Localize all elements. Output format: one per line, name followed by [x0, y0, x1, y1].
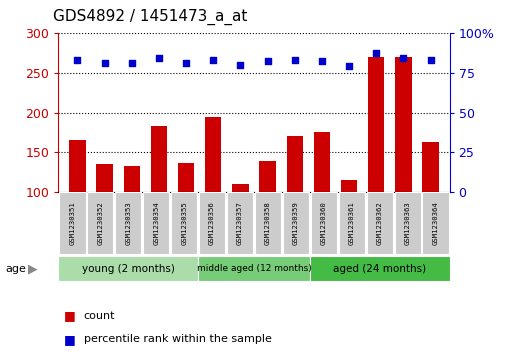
- Text: count: count: [84, 311, 115, 321]
- Text: GSM1230351: GSM1230351: [70, 201, 75, 245]
- Text: ▶: ▶: [28, 262, 38, 275]
- Bar: [232, 184, 248, 192]
- Text: GSM1230364: GSM1230364: [433, 201, 438, 245]
- Bar: [314, 132, 330, 192]
- Text: GDS4892 / 1451473_a_at: GDS4892 / 1451473_a_at: [53, 9, 248, 25]
- Bar: [423, 142, 439, 192]
- Text: young (2 months): young (2 months): [82, 264, 175, 274]
- Bar: [227, 192, 253, 254]
- Bar: [283, 192, 309, 254]
- Text: GSM1230358: GSM1230358: [265, 201, 271, 245]
- Bar: [287, 136, 303, 192]
- Text: GSM1230357: GSM1230357: [237, 201, 243, 245]
- Text: GSM1230361: GSM1230361: [349, 201, 355, 245]
- Point: [291, 57, 299, 63]
- Point: [128, 60, 136, 66]
- Bar: [123, 166, 140, 192]
- Bar: [97, 164, 113, 192]
- Text: GSM1230362: GSM1230362: [377, 201, 383, 245]
- Text: GSM1230354: GSM1230354: [153, 201, 159, 245]
- Point: [182, 60, 190, 66]
- Point: [372, 50, 380, 56]
- Text: GSM1230356: GSM1230356: [209, 201, 215, 245]
- Bar: [310, 256, 450, 281]
- Point: [155, 55, 163, 61]
- Bar: [368, 57, 385, 192]
- Text: GSM1230363: GSM1230363: [405, 201, 410, 245]
- Bar: [171, 192, 197, 254]
- Bar: [395, 192, 421, 254]
- Bar: [178, 163, 194, 192]
- Bar: [198, 256, 310, 281]
- Text: middle aged (12 months): middle aged (12 months): [197, 264, 311, 273]
- Bar: [260, 161, 276, 192]
- Bar: [199, 192, 225, 254]
- Text: ■: ■: [64, 333, 75, 346]
- Point: [101, 60, 109, 66]
- Point: [318, 58, 326, 64]
- Bar: [255, 192, 281, 254]
- Point: [427, 57, 435, 63]
- Bar: [423, 192, 449, 254]
- Bar: [367, 192, 393, 254]
- Bar: [205, 117, 221, 192]
- Point: [209, 57, 217, 63]
- Text: age: age: [5, 264, 26, 274]
- Point: [73, 57, 81, 63]
- Text: GSM1230352: GSM1230352: [98, 201, 103, 245]
- Point: [399, 55, 407, 61]
- Point: [264, 58, 272, 64]
- Text: GSM1230353: GSM1230353: [125, 201, 131, 245]
- Bar: [151, 126, 167, 192]
- Bar: [87, 192, 113, 254]
- Text: percentile rank within the sample: percentile rank within the sample: [84, 334, 272, 344]
- Bar: [69, 140, 85, 192]
- Point: [236, 62, 244, 68]
- Bar: [59, 192, 85, 254]
- Bar: [395, 57, 411, 192]
- Text: GSM1230359: GSM1230359: [293, 201, 299, 245]
- Text: ■: ■: [64, 309, 75, 322]
- Bar: [339, 192, 365, 254]
- Bar: [341, 180, 357, 192]
- Text: GSM1230360: GSM1230360: [321, 201, 327, 245]
- Text: GSM1230355: GSM1230355: [181, 201, 187, 245]
- Bar: [115, 192, 141, 254]
- Text: aged (24 months): aged (24 months): [333, 264, 426, 274]
- Bar: [311, 192, 337, 254]
- Bar: [58, 256, 198, 281]
- Bar: [143, 192, 169, 254]
- Point: [345, 63, 353, 69]
